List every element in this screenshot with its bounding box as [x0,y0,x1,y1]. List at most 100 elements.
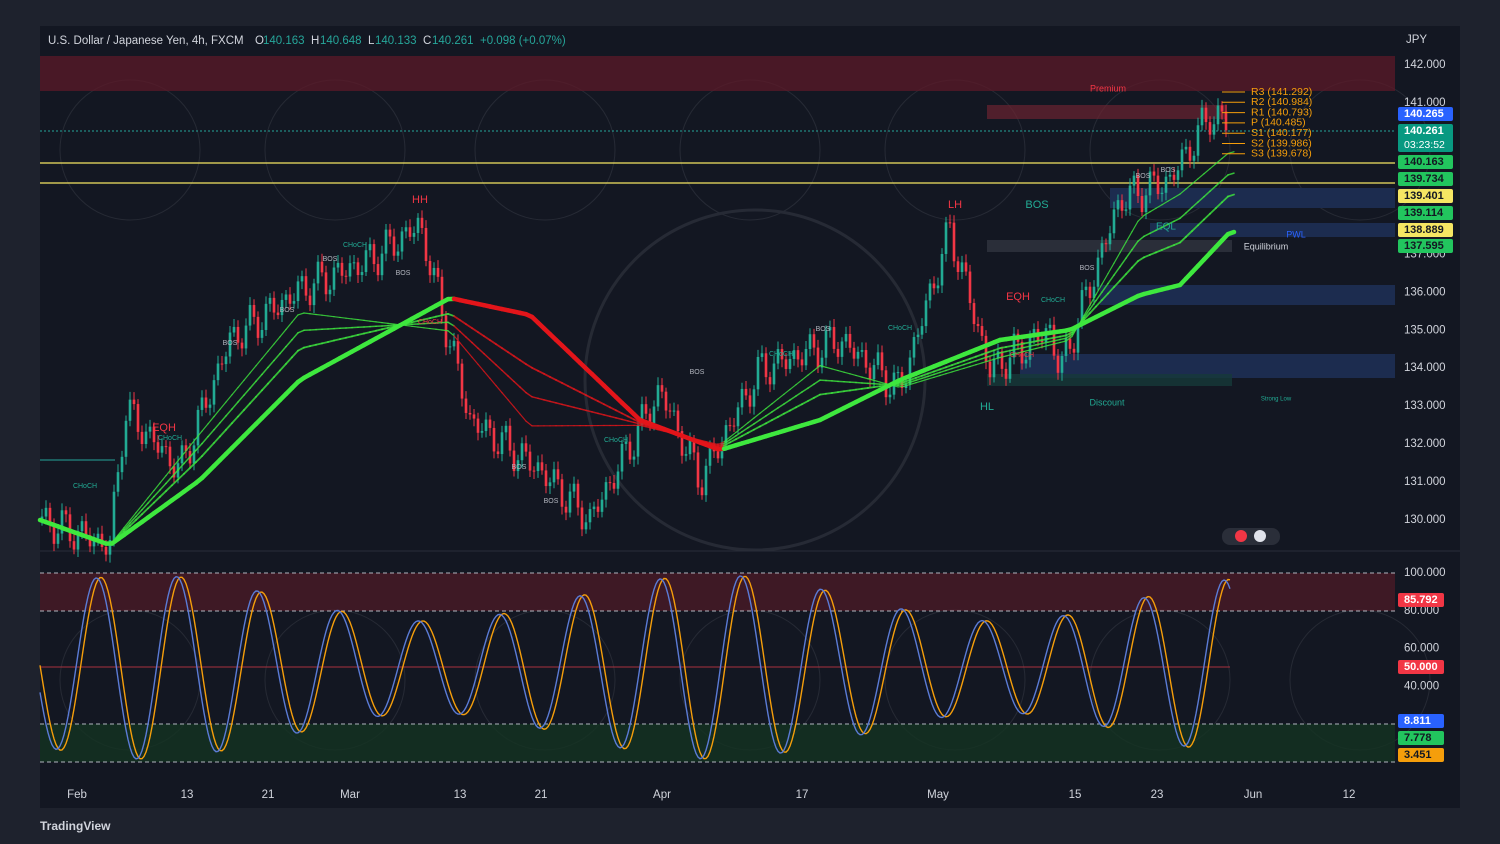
moving-average [1125,266,1133,275]
moving-average [627,420,635,424]
annotation: HH [412,194,428,206]
candle-body [1120,200,1124,211]
candle-body [972,303,976,325]
candle-body [48,507,52,525]
moving-average [801,374,809,381]
candle-body [784,359,788,369]
moving-average [813,379,821,385]
moving-average [1083,308,1091,319]
event-icon[interactable] [1254,530,1266,542]
moving-average [1209,185,1217,192]
moving-average [561,403,569,407]
candle-body [1224,111,1228,131]
moving-average [381,322,389,324]
moving-average [129,519,137,527]
candle-body [956,261,960,272]
candle-body [72,541,76,550]
moving-average [471,327,479,333]
candle-body [236,326,240,343]
time-tick-label: Apr [653,789,671,801]
moving-average [321,341,329,345]
moving-average [1227,193,1235,198]
candle-body [372,244,376,265]
candle-body [336,262,340,268]
moving-average [357,332,365,336]
candle-body [1168,174,1172,177]
candle-body [1208,122,1212,135]
candle-body [1064,338,1068,356]
moving-average [261,366,269,376]
moving-average [273,352,281,362]
candle-body [1156,175,1160,195]
moving-average [327,315,335,318]
moving-average [213,422,221,431]
candle-body [1144,195,1148,213]
candle-body [88,535,92,547]
candle-body [1020,341,1024,364]
moving-average [177,462,185,471]
moving-average [645,424,653,429]
moving-average [1225,229,1237,237]
candle-body [776,349,780,364]
moving-average [993,356,1001,360]
moving-average [1011,352,1019,356]
moving-average [1101,292,1109,301]
moving-average [1107,262,1115,275]
moving-average [285,321,293,331]
moving-average [363,331,371,335]
candle-body [1040,340,1044,343]
oversold-zone [40,724,1395,762]
moving-average [711,442,719,446]
candle-body [1000,351,1004,369]
candle-body [408,227,412,237]
moving-average [1161,200,1169,206]
bos-label: BOS [323,256,338,263]
moving-average [927,373,935,378]
moving-average [321,314,329,317]
annotation: EQH [1006,291,1030,303]
moving-average [147,495,155,504]
moving-average [147,489,155,499]
candle-body [816,347,820,368]
candle-body [876,352,880,366]
moving-average [825,392,833,395]
moving-average [123,524,131,533]
candle-body [924,300,928,327]
moving-average [567,385,575,390]
moving-average [291,314,299,323]
candle-body [440,276,444,316]
time-tick-label: 15 [1069,789,1082,801]
moving-average [1137,235,1145,242]
moving-average [633,418,641,424]
moving-average [723,436,731,443]
candle-body [848,333,852,348]
moving-average [99,540,107,545]
moving-average [1011,348,1019,351]
bos-label: BOS [690,369,705,376]
moving-average [1035,339,1043,343]
moving-average [1155,204,1163,209]
candle-body [728,425,732,427]
candle-body [740,388,744,408]
moving-average [609,406,617,412]
event-icon[interactable] [1235,530,1247,542]
moving-average [429,315,437,319]
moving-average [171,469,179,478]
moving-average [309,313,317,316]
event-icons[interactable] [1222,528,1280,545]
change: +0.098 (+0.07%) [480,35,566,47]
candle-body [1100,243,1104,258]
moving-average [1113,252,1121,264]
moving-average [429,327,437,330]
moving-average [813,365,821,371]
moving-average [993,352,1001,356]
candle-body [1092,286,1096,298]
moving-average [1167,244,1175,249]
candle-body [212,380,216,405]
moving-average [369,320,377,323]
candle-body [588,509,592,523]
candle-body [808,334,812,349]
moving-average [765,403,773,410]
candle-body [696,452,700,488]
moving-average [465,336,473,344]
